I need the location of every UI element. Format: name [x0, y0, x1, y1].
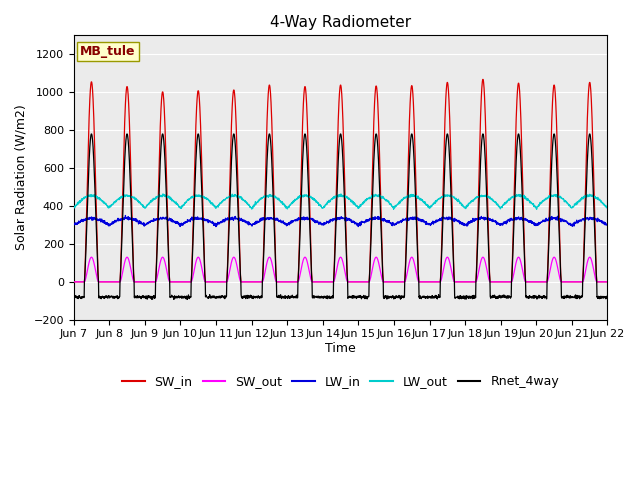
Rnet_4way — [368, 211, 376, 217]
LW_in — [220, 218, 227, 224]
Rnet_4way — [356, 293, 364, 299]
SW_in — [557, 263, 564, 268]
LW_out — [604, 205, 611, 211]
Rnet_4way — [572, 292, 579, 298]
SW_out — [368, 270, 376, 276]
Rnet_4way — [557, 272, 564, 277]
LW_out — [159, 191, 167, 197]
Line: LW_out: LW_out — [74, 194, 607, 209]
SW_out — [70, 279, 77, 285]
Rnet_4way — [88, 131, 95, 137]
SW_out — [88, 254, 95, 260]
Rnet_4way — [496, 294, 504, 300]
LW_out — [390, 206, 397, 212]
SW_in — [367, 209, 375, 215]
SW_in — [356, 279, 364, 285]
LW_out — [496, 204, 504, 210]
SW_in — [70, 279, 77, 285]
SW_out — [496, 279, 504, 285]
X-axis label: Time: Time — [325, 342, 356, 355]
Rnet_4way — [184, 297, 191, 302]
LW_in — [368, 216, 376, 222]
Y-axis label: Solar Radiation (W/m2): Solar Radiation (W/m2) — [15, 105, 28, 251]
LW_in — [557, 216, 564, 222]
LW_in — [572, 219, 579, 225]
LW_in — [604, 222, 611, 228]
SW_out — [356, 279, 364, 285]
SW_in — [604, 279, 611, 285]
LW_in — [496, 222, 504, 228]
Rnet_4way — [70, 294, 77, 300]
SW_in — [572, 279, 579, 285]
SW_out — [572, 279, 579, 285]
LW_in — [122, 213, 129, 218]
SW_out — [604, 279, 611, 285]
SW_in — [496, 279, 504, 285]
LW_out — [557, 195, 564, 201]
SW_in — [219, 279, 227, 285]
LW_in — [212, 224, 220, 229]
LW_out — [70, 205, 77, 211]
LW_out — [356, 203, 364, 208]
Line: SW_out: SW_out — [74, 257, 607, 282]
Line: Rnet_4way: Rnet_4way — [74, 134, 607, 300]
Line: LW_in: LW_in — [74, 216, 607, 227]
Rnet_4way — [220, 294, 227, 300]
SW_out — [557, 277, 564, 283]
LW_in — [356, 221, 364, 227]
Text: MB_tule: MB_tule — [80, 45, 136, 58]
LW_out — [572, 201, 579, 207]
Title: 4-Way Radiometer: 4-Way Radiometer — [270, 15, 411, 30]
SW_out — [219, 279, 227, 285]
Rnet_4way — [604, 294, 611, 300]
SW_in — [479, 76, 486, 82]
LW_out — [219, 198, 227, 204]
LW_out — [368, 192, 376, 198]
Line: SW_in: SW_in — [74, 79, 607, 282]
LW_in — [70, 222, 77, 228]
Legend: SW_in, SW_out, LW_in, LW_out, Rnet_4way: SW_in, SW_out, LW_in, LW_out, Rnet_4way — [117, 370, 564, 393]
